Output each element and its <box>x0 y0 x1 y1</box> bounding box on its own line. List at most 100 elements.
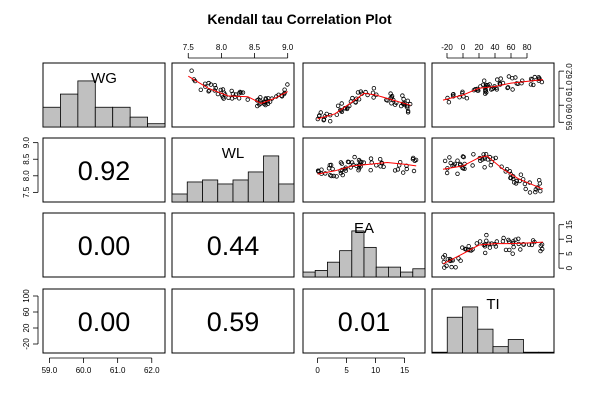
tick-label: 15 <box>400 366 409 375</box>
correlation-value: 0.92 <box>78 156 131 186</box>
scatter-point <box>458 258 463 263</box>
histogram-bar <box>278 183 295 203</box>
scatter-point <box>444 263 449 268</box>
scatter-point <box>351 162 356 167</box>
chart-title: Kendall tau Correlation Plot <box>207 11 392 27</box>
scatter-point <box>357 166 362 171</box>
variable-label: EA <box>354 220 374 237</box>
scatter-point <box>212 82 218 88</box>
correlation-value: 0.00 <box>78 231 131 261</box>
panel-frame <box>171 62 295 128</box>
tick-label: 10 <box>565 234 574 243</box>
histogram-bar <box>523 351 540 354</box>
scatter-point <box>338 170 344 176</box>
scatter-point <box>339 101 344 106</box>
tick-label: 61.0 <box>110 366 126 375</box>
scatter-point <box>482 78 487 83</box>
histogram-bar <box>147 123 166 128</box>
scatter-point <box>328 118 333 124</box>
scatter-point <box>508 171 513 177</box>
scatter-point <box>392 168 398 173</box>
scatter-point <box>487 245 493 250</box>
scatter-point <box>474 241 479 246</box>
scatter-point <box>236 91 242 96</box>
scatter-point <box>533 189 538 195</box>
scatter-point <box>331 173 336 179</box>
tick-label: 8.0 <box>216 43 228 52</box>
smooth-curve <box>317 161 417 175</box>
histogram-bar <box>538 351 555 354</box>
scatter-point <box>411 155 416 161</box>
scatter-point <box>392 102 398 107</box>
scatter-point <box>447 155 452 160</box>
histogram-bar <box>492 346 509 354</box>
scatter-point <box>361 160 366 165</box>
scatter-point <box>482 165 487 170</box>
panel-frame <box>302 288 426 354</box>
scatter-point <box>510 75 515 81</box>
scatter-point <box>321 117 327 122</box>
tick-label: 59.0 <box>42 366 58 375</box>
scatter-point <box>334 174 339 179</box>
smooth-curve <box>317 92 411 120</box>
scatter-point <box>483 250 488 256</box>
scatter-point <box>528 76 534 82</box>
correlation-value: 0.00 <box>78 307 131 337</box>
scatter-point <box>506 237 511 243</box>
scatter-point <box>245 97 250 102</box>
scatter-point <box>381 164 386 169</box>
scatter-point <box>480 82 486 87</box>
scatter-point <box>442 158 448 164</box>
tick-label: 9.0 <box>22 137 31 149</box>
panel-frame <box>431 137 555 203</box>
histogram-bar <box>202 179 219 203</box>
histogram-bar <box>507 339 524 354</box>
histogram-bar <box>387 266 401 278</box>
scatter-point <box>498 76 503 81</box>
scatter-point <box>505 85 511 90</box>
scatter-point <box>484 232 489 238</box>
scatter-point <box>317 113 322 119</box>
histogram-bar <box>314 270 328 278</box>
tick-label: 62.0 <box>565 63 574 79</box>
histogram-bar <box>247 171 264 203</box>
histogram-bar <box>112 106 131 128</box>
scatter-point <box>285 82 290 87</box>
scatter-point <box>389 101 394 106</box>
scatter-point <box>514 178 519 184</box>
tick-label: 60 <box>22 307 31 316</box>
scatter-point <box>263 96 268 101</box>
scatter-point <box>368 156 374 161</box>
histogram-bar <box>186 181 203 203</box>
scatter-point <box>456 256 461 261</box>
scatter-point <box>493 244 499 249</box>
scatter-point <box>352 154 357 160</box>
scatter-point <box>522 181 528 187</box>
scatter-point <box>527 190 533 195</box>
scatter-point <box>518 172 524 177</box>
scatter-point <box>455 171 460 176</box>
scatter-point <box>358 89 363 94</box>
scatter-point <box>400 93 405 98</box>
histogram-bar <box>477 328 494 354</box>
scatter-point <box>455 158 460 163</box>
scatter-point <box>464 95 470 101</box>
scatter-point <box>189 68 194 73</box>
scatter-point <box>343 168 348 173</box>
scatter-point <box>318 110 323 115</box>
scatter-point <box>218 87 223 93</box>
scatter-point <box>510 87 515 92</box>
histogram-bar <box>129 116 148 128</box>
tick-label: 8.5 <box>22 153 31 165</box>
scatter-point <box>319 167 324 172</box>
scatter-point <box>411 168 417 174</box>
smooth-curve <box>442 155 544 190</box>
scatter-point <box>470 163 475 168</box>
scatter-point <box>401 170 406 175</box>
scatter-point <box>448 160 453 166</box>
scatter-point <box>538 188 543 194</box>
scatter-point <box>510 251 515 256</box>
scatter-point <box>462 246 468 252</box>
scatter-point <box>236 96 242 101</box>
smooth-curve <box>442 241 544 265</box>
